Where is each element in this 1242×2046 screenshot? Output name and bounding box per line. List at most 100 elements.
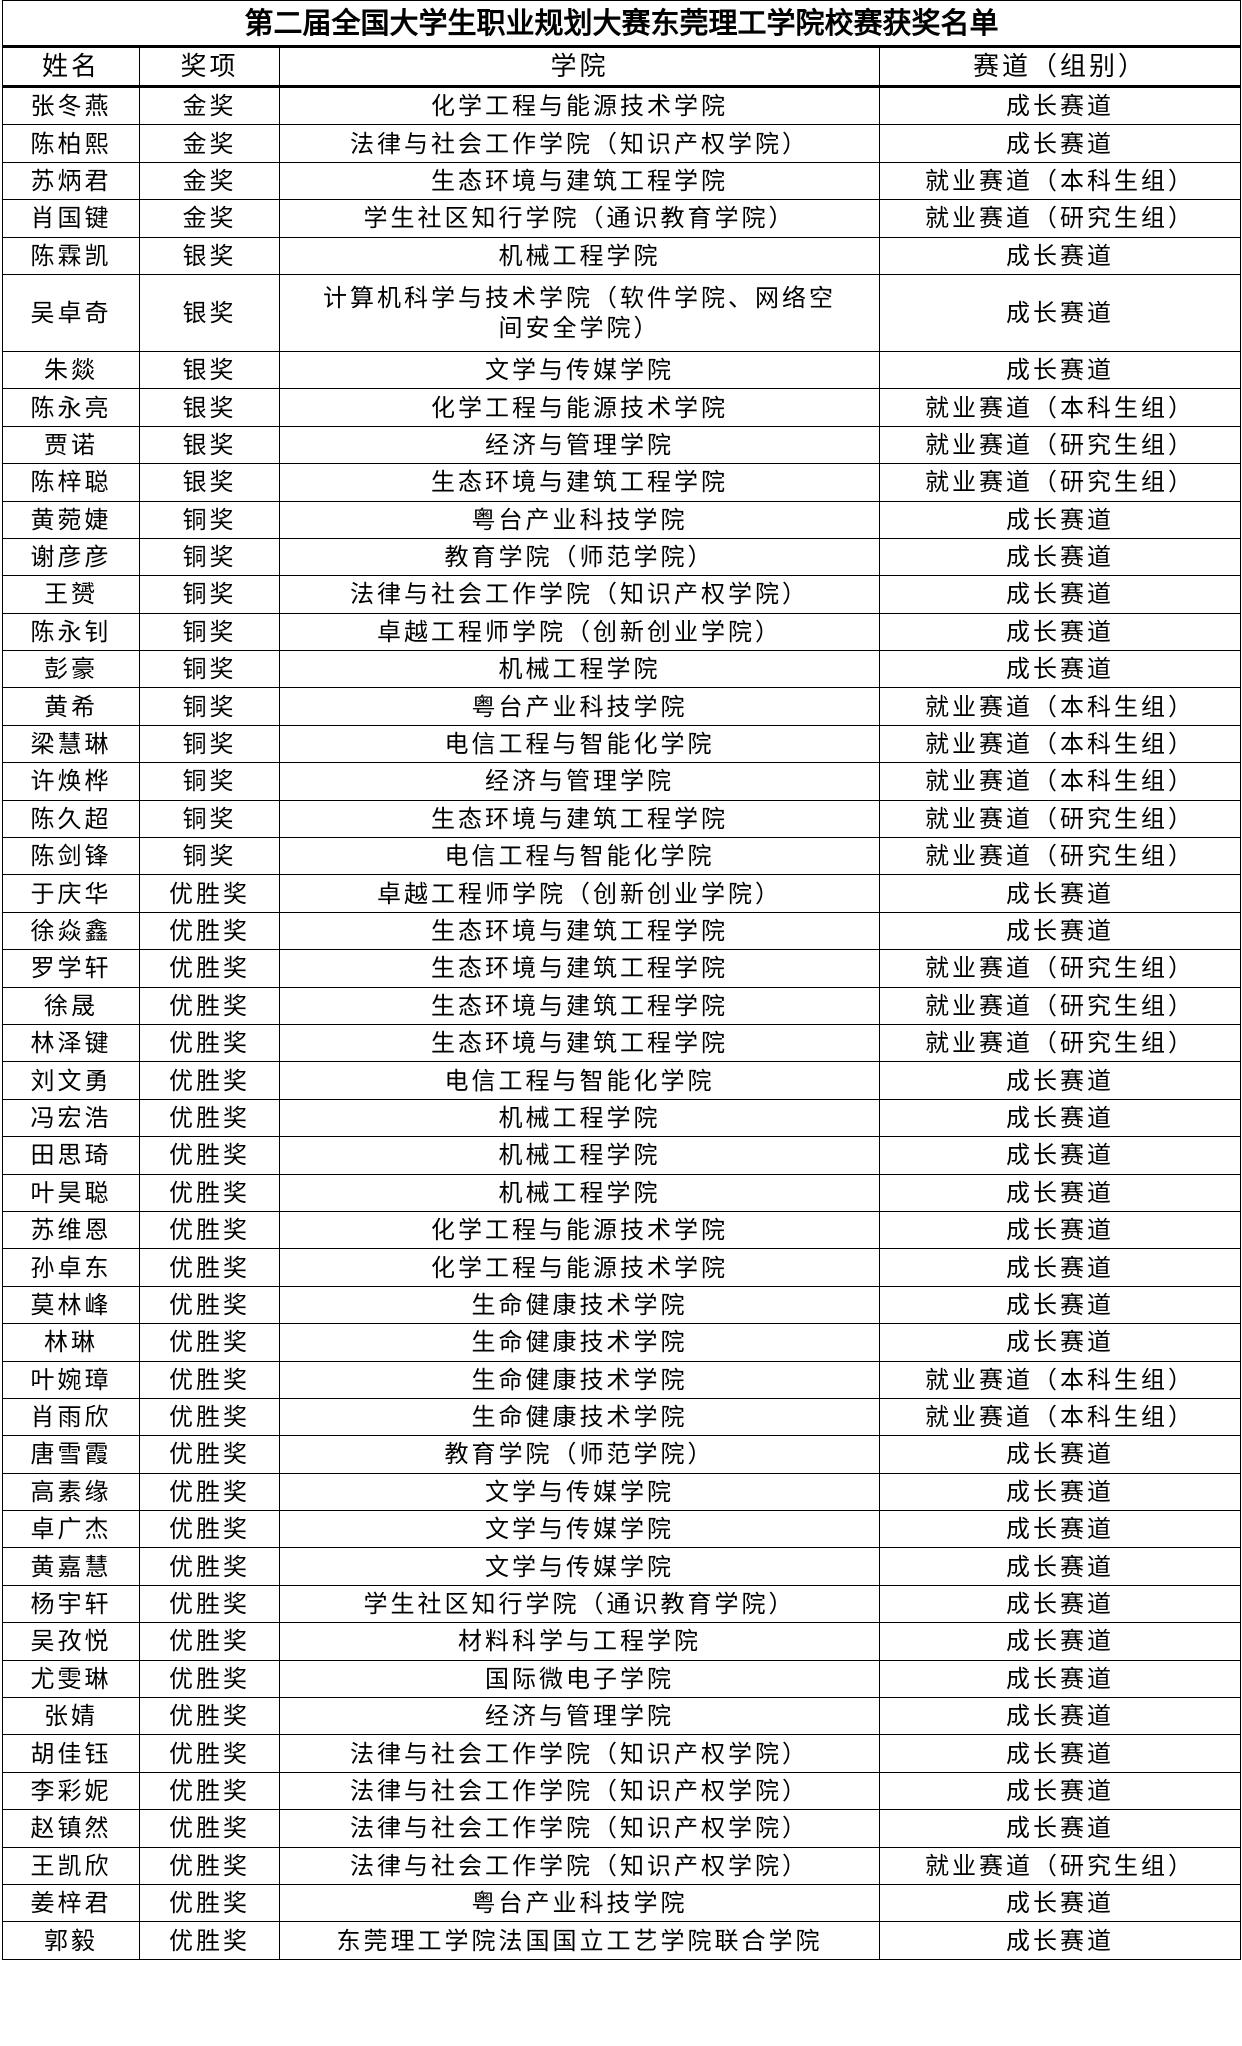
cell-name: 林泽键 <box>2 1023 140 1063</box>
cell-name: 梁慧琳 <box>2 724 140 764</box>
cell-name: 胡佳钰 <box>2 1734 140 1773</box>
cell-name: 贾诺 <box>2 425 140 465</box>
table-row: 郭毅 优胜奖 东莞理工学院法国国立工艺学院联合学院 成长赛道 <box>2 1921 1242 1960</box>
cell-name: 苏炳君 <box>2 161 140 201</box>
table-row: 唐雪霞 优胜奖 教育学院（师范学院） 成长赛道 <box>2 1435 1242 1474</box>
cell-award: 优胜奖 <box>139 874 280 913</box>
cell-college: 生态环境与建筑工程学院 <box>279 463 880 502</box>
cell-name: 赵镇然 <box>2 1809 140 1848</box>
cell-college: 粤台产业科技学院 <box>279 1883 880 1923</box>
cell-name: 孙卓东 <box>2 1248 140 1287</box>
cell-name: 唐雪霞 <box>2 1435 140 1474</box>
cell-award: 铜奖 <box>139 687 280 726</box>
cell-award: 优胜奖 <box>139 1435 280 1474</box>
cell-track: 就业赛道（研究生组） <box>878 199 1242 238</box>
cell-college: 计算机科学与技术学院（软件学院、网络空间安全学院） <box>279 273 880 352</box>
cell-name: 肖雨欣 <box>2 1397 140 1437</box>
cell-college: 粤台产业科技学院 <box>279 687 880 726</box>
table-row: 胡佳钰 优胜奖 法律与社会工作学院（知识产权学院） 成长赛道 <box>2 1734 1242 1773</box>
table-row: 卓广杰 优胜奖 文学与传媒学院 成长赛道 <box>2 1510 1242 1549</box>
table-row: 刘文勇 优胜奖 电信工程与智能化学院 成长赛道 <box>2 1061 1242 1100</box>
cell-college: 化学工程与能源技术学院 <box>279 388 880 427</box>
table-row: 徐焱鑫 优胜奖 生态环境与建筑工程学院 成长赛道 <box>2 911 1242 951</box>
table-row: 于庆华 优胜奖 卓越工程师学院（创新创业学院） 成长赛道 <box>2 874 1242 913</box>
cell-track: 就业赛道（研究生组） <box>878 425 1242 465</box>
cell-college: 教育学院（师范学院） <box>279 537 880 577</box>
cell-name: 罗学轩 <box>2 949 140 988</box>
table-row: 罗学轩 优胜奖 生态环境与建筑工程学院 就业赛道（研究生组） <box>2 949 1242 988</box>
cell-college: 生命健康技术学院 <box>279 1397 880 1437</box>
cell-track: 就业赛道（研究生组） <box>878 986 1242 1025</box>
table-row: 张婧 优胜奖 经济与管理学院 成长赛道 <box>2 1697 1242 1736</box>
cell-college: 卓越工程师学院（创新创业学院） <box>279 612 880 652</box>
table-row: 陈梓聪 银奖 生态环境与建筑工程学院 就业赛道（研究生组） <box>2 463 1242 502</box>
cell-college: 化学工程与能源技术学院 <box>279 1248 880 1287</box>
cell-college: 法律与社会工作学院（知识产权学院） <box>279 1809 880 1848</box>
cell-name: 朱燚 <box>2 350 140 390</box>
cell-track: 成长赛道 <box>878 1883 1242 1923</box>
cell-award: 优胜奖 <box>139 1323 280 1362</box>
cell-award: 优胜奖 <box>139 911 280 951</box>
table-row: 徐晟 优胜奖 生态环境与建筑工程学院 就业赛道（研究生组） <box>2 986 1242 1025</box>
cell-track: 就业赛道（研究生组） <box>878 463 1242 502</box>
cell-college: 东莞理工学院法国国立工艺学院联合学院 <box>279 1921 880 1960</box>
table-row: 陈剑锋 铜奖 电信工程与智能化学院 就业赛道（研究生组） <box>2 837 1242 876</box>
cell-college: 粤台产业科技学院 <box>279 500 880 539</box>
cell-track: 成长赛道 <box>878 1136 1242 1175</box>
cell-track: 成长赛道 <box>878 1098 1242 1138</box>
header-track: 赛道（组别） <box>878 46 1242 88</box>
cell-college: 卓越工程师学院（创新创业学院） <box>279 874 880 913</box>
cell-college: 化学工程与能源技术学院 <box>279 85 880 126</box>
cell-award: 优胜奖 <box>139 1921 280 1960</box>
cell-college: 电信工程与智能化学院 <box>279 1061 880 1100</box>
cell-award: 优胜奖 <box>139 1510 280 1549</box>
cell-name: 高素缘 <box>2 1472 140 1512</box>
header-award: 奖项 <box>139 46 280 88</box>
cell-track: 就业赛道（本科生组） <box>878 687 1242 726</box>
cell-college: 教育学院（师范学院） <box>279 1435 880 1474</box>
cell-college: 生态环境与建筑工程学院 <box>279 986 880 1025</box>
table-row: 李彩妮 优胜奖 法律与社会工作学院（知识产权学院） 成长赛道 <box>2 1771 1242 1811</box>
cell-track: 成长赛道 <box>878 1323 1242 1362</box>
cell-college: 经济与管理学院 <box>279 762 880 801</box>
cell-track: 成长赛道 <box>878 1659 1242 1699</box>
cell-name: 吴卓奇 <box>2 273 140 352</box>
table-row: 陈柏熙 金奖 法律与社会工作学院（知识产权学院） 成长赛道 <box>2 124 1242 163</box>
cell-name: 郭毅 <box>2 1921 140 1960</box>
table-row: 苏维恩 优胜奖 化学工程与能源技术学院 成长赛道 <box>2 1210 1242 1250</box>
cell-award: 优胜奖 <box>139 1547 280 1586</box>
cell-college: 机械工程学院 <box>279 1173 880 1212</box>
cell-award: 铜奖 <box>139 612 280 652</box>
cell-award: 优胜奖 <box>139 986 280 1025</box>
cell-track: 成长赛道 <box>878 124 1242 163</box>
cell-award: 优胜奖 <box>139 1771 280 1811</box>
cell-name: 王凯欣 <box>2 1846 140 1885</box>
cell-award: 铜奖 <box>139 724 280 764</box>
table-row: 黄菀婕 铜奖 粤台产业科技学院 成长赛道 <box>2 500 1242 539</box>
cell-award: 金奖 <box>139 199 280 238</box>
table-row: 王赟 铜奖 法律与社会工作学院（知识产权学院） 成长赛道 <box>2 575 1242 614</box>
cell-college: 材料科学与工程学院 <box>279 1622 880 1661</box>
cell-college: 经济与管理学院 <box>279 425 880 465</box>
cell-track: 成长赛道 <box>878 1248 1242 1287</box>
cell-track: 成长赛道 <box>878 500 1242 539</box>
table-row: 黄希 铜奖 粤台产业科技学院 就业赛道（本科生组） <box>2 687 1242 726</box>
cell-name: 肖国键 <box>2 199 140 238</box>
cell-award: 铜奖 <box>139 537 280 577</box>
cell-track: 就业赛道（本科生组） <box>878 388 1242 427</box>
table-row: 谢彦彦 铜奖 教育学院（师范学院） 成长赛道 <box>2 537 1242 577</box>
cell-track: 成长赛道 <box>878 1435 1242 1474</box>
cell-award: 优胜奖 <box>139 1659 280 1699</box>
table-row: 林泽键 优胜奖 生态环境与建筑工程学院 就业赛道（研究生组） <box>2 1023 1242 1063</box>
cell-award: 银奖 <box>139 236 280 275</box>
table-row: 陈久超 铜奖 生态环境与建筑工程学院 就业赛道（研究生组） <box>2 799 1242 839</box>
cell-college: 生命健康技术学院 <box>279 1360 880 1399</box>
cell-name: 卓广杰 <box>2 1510 140 1549</box>
cell-name: 尤雯琳 <box>2 1659 140 1699</box>
award-list-table: 第二届全国大学生职业规划大赛东莞理工学院校赛获奖名单 姓名 奖项 学院 赛道（组… <box>1 0 1242 1960</box>
cell-track: 成长赛道 <box>878 85 1242 126</box>
cell-award: 优胜奖 <box>139 1173 280 1212</box>
table-row: 陈永钊 铜奖 卓越工程师学院（创新创业学院） 成长赛道 <box>2 612 1242 652</box>
cell-name: 陈柏熙 <box>2 124 140 163</box>
table-row: 尤雯琳 优胜奖 国际微电子学院 成长赛道 <box>2 1659 1242 1699</box>
